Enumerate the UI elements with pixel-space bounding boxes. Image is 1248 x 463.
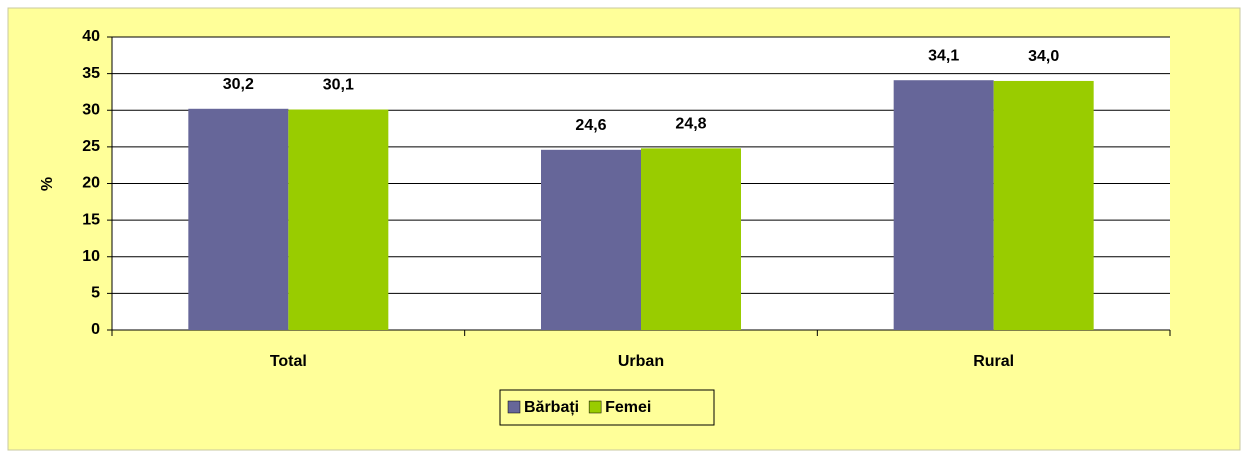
y-tick-label: 25 — [82, 138, 100, 155]
y-tick-label: 0 — [91, 321, 100, 338]
x-tick-label: Urban — [618, 353, 664, 370]
bar — [288, 109, 389, 330]
legend-swatch — [588, 400, 602, 414]
data-label: 34,1 — [928, 47, 959, 64]
bar — [188, 108, 289, 330]
y-axis-label: % — [39, 177, 56, 191]
legend-swatch — [507, 400, 521, 414]
data-label: 24,8 — [675, 116, 706, 133]
bar — [641, 148, 741, 330]
legend-label: Femei — [605, 399, 651, 416]
bar — [993, 80, 1094, 330]
y-tick-label: 20 — [82, 175, 100, 192]
bar — [893, 80, 994, 330]
data-label: 30,1 — [323, 77, 354, 94]
y-tick-label: 30 — [82, 101, 100, 118]
data-label: 30,2 — [223, 76, 254, 93]
y-tick-label: 35 — [82, 65, 100, 82]
y-tick-label: 15 — [82, 211, 100, 228]
y-tick-label: 5 — [91, 285, 100, 302]
data-label: 24,6 — [575, 117, 606, 134]
legend-label: Bărbați — [524, 399, 579, 416]
x-tick-label: Rural — [973, 353, 1014, 370]
y-tick-label: 40 — [82, 28, 100, 45]
data-label: 34,0 — [1028, 48, 1059, 65]
legend-box — [499, 389, 715, 426]
y-tick-label: 10 — [82, 248, 100, 265]
x-tick-label: Total — [270, 353, 307, 370]
bar — [541, 149, 641, 330]
